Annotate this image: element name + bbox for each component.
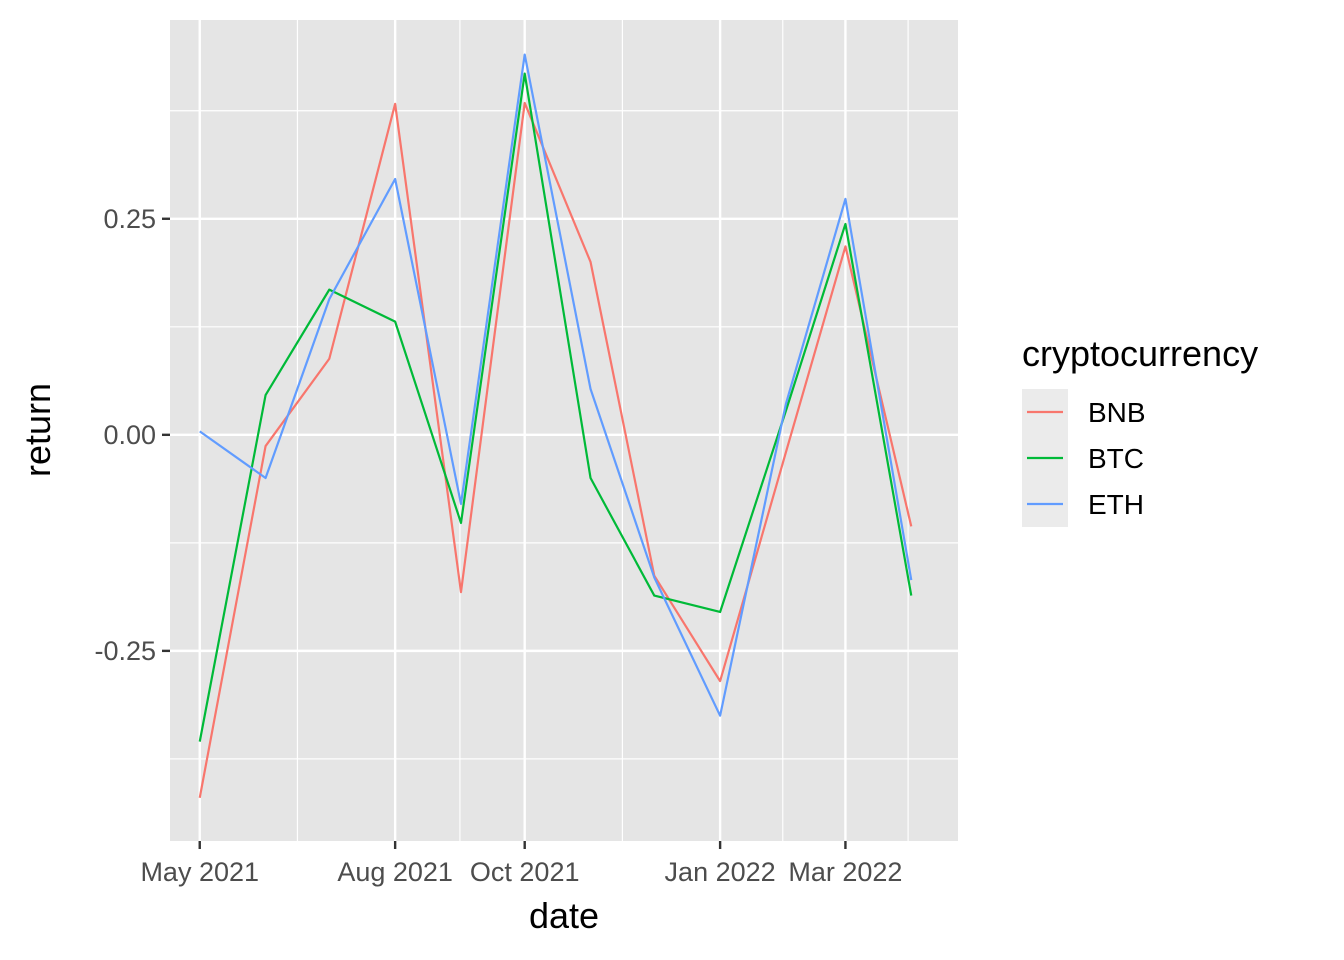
series-line-btc — [198, 72, 913, 742]
legend-label-btc: BTC — [1088, 443, 1144, 474]
x-tick-label: Mar 2022 — [788, 857, 902, 887]
grid-lines — [170, 20, 958, 841]
legend-items: BNB BTC ETH — [1022, 389, 1146, 527]
legend-label-bnb: BNB — [1088, 397, 1146, 428]
y-tick-label: 0.25 — [103, 204, 156, 234]
x-tick-label: Jan 2022 — [665, 857, 776, 887]
x-axis-title: date — [529, 895, 599, 936]
y-tick-label: 0.00 — [103, 420, 156, 450]
plot-panel — [170, 20, 958, 841]
series-line-bnb — [198, 101, 913, 798]
series-line-eth — [199, 53, 913, 717]
legend-title: cryptocurrency — [1022, 333, 1258, 374]
legend-label-eth: ETH — [1088, 489, 1144, 520]
y-tick-label: -0.25 — [94, 636, 156, 666]
x-tick-label: May 2021 — [140, 857, 259, 887]
series-lines — [198, 53, 913, 798]
y-axis-title: return — [17, 383, 58, 477]
x-tick-label: Aug 2021 — [337, 857, 453, 887]
x-tick-label: Oct 2021 — [470, 857, 580, 887]
axes: 0.25 0.00 -0.25 May 2021 Aug 2021 Oct 2021 Jan… — [94, 204, 902, 887]
legend: cryptocurrency BNB BTC ETH — [1022, 333, 1258, 527]
